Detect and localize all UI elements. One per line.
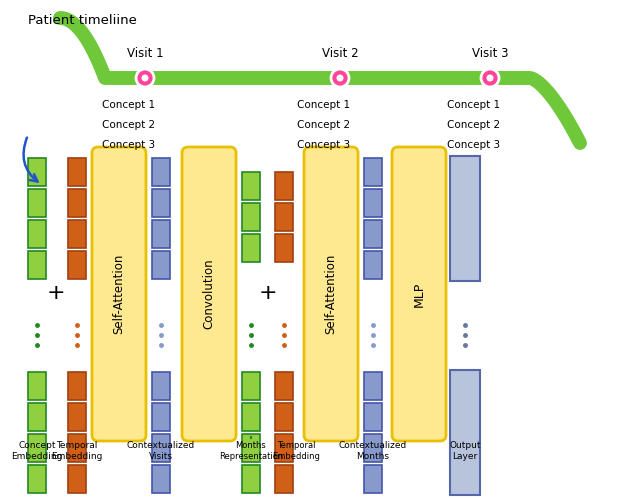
Text: MLP: MLP <box>413 281 426 306</box>
Bar <box>275 434 293 462</box>
Bar <box>68 220 86 248</box>
Bar <box>242 203 260 231</box>
Bar <box>152 403 170 431</box>
Text: Visit 1: Visit 1 <box>127 47 163 60</box>
Bar <box>68 158 86 186</box>
Text: Concept 3: Concept 3 <box>447 140 500 150</box>
Text: Self-Attention: Self-Attention <box>324 254 337 334</box>
Text: Temporal
Embedding: Temporal Embedding <box>51 441 102 461</box>
Bar <box>68 465 86 493</box>
Text: Concept 1: Concept 1 <box>102 100 156 110</box>
Circle shape <box>141 74 148 81</box>
Bar <box>275 465 293 493</box>
FancyBboxPatch shape <box>92 147 146 441</box>
Text: Months
Representation: Months Representation <box>219 441 283 461</box>
Text: +: + <box>47 283 65 303</box>
Bar <box>68 251 86 279</box>
Text: Visit 2: Visit 2 <box>322 47 358 60</box>
Bar <box>364 403 382 431</box>
Text: Output
Layer: Output Layer <box>449 441 481 461</box>
Circle shape <box>337 74 344 81</box>
FancyBboxPatch shape <box>450 370 480 495</box>
Bar <box>28 465 46 493</box>
Text: Concept 1: Concept 1 <box>447 100 500 110</box>
Text: Concept 3: Concept 3 <box>298 140 351 150</box>
Text: Convolution: Convolution <box>202 258 216 329</box>
Circle shape <box>136 69 154 87</box>
Circle shape <box>486 74 493 81</box>
Bar <box>152 372 170 400</box>
Bar <box>28 158 46 186</box>
Bar <box>152 434 170 462</box>
Circle shape <box>331 69 349 87</box>
Bar <box>28 372 46 400</box>
Text: Contextualized
Months: Contextualized Months <box>339 441 407 461</box>
Bar <box>364 220 382 248</box>
Text: Concept
Embedding: Concept Embedding <box>12 441 63 461</box>
Text: Visit 3: Visit 3 <box>472 47 508 60</box>
Bar <box>275 234 293 262</box>
FancyBboxPatch shape <box>182 147 236 441</box>
Text: Concept 1: Concept 1 <box>298 100 351 110</box>
Bar <box>152 158 170 186</box>
Bar <box>364 158 382 186</box>
Bar <box>242 434 260 462</box>
Bar <box>28 434 46 462</box>
FancyArrowPatch shape <box>24 138 38 182</box>
Bar <box>242 372 260 400</box>
Bar <box>68 189 86 217</box>
Bar <box>68 434 86 462</box>
Bar <box>364 189 382 217</box>
Text: Temporal
Embedding: Temporal Embedding <box>272 441 320 461</box>
Bar <box>28 189 46 217</box>
Bar <box>242 403 260 431</box>
Bar <box>68 372 86 400</box>
Bar <box>242 465 260 493</box>
Bar <box>242 172 260 200</box>
Bar <box>275 172 293 200</box>
Bar <box>364 465 382 493</box>
Bar <box>68 403 86 431</box>
Bar <box>152 220 170 248</box>
Text: Contextualized
Visits: Contextualized Visits <box>127 441 195 461</box>
Bar <box>152 251 170 279</box>
Text: Self-Attention: Self-Attention <box>113 254 125 334</box>
Bar <box>28 220 46 248</box>
Text: Concept 3: Concept 3 <box>102 140 156 150</box>
Text: Concept 2: Concept 2 <box>298 120 351 130</box>
Bar <box>364 434 382 462</box>
Bar <box>28 251 46 279</box>
Bar <box>152 189 170 217</box>
FancyBboxPatch shape <box>304 147 358 441</box>
Bar <box>275 372 293 400</box>
FancyBboxPatch shape <box>450 156 480 281</box>
Bar <box>364 372 382 400</box>
Bar <box>152 465 170 493</box>
Bar <box>275 403 293 431</box>
Bar <box>275 203 293 231</box>
Circle shape <box>481 69 499 87</box>
Text: +: + <box>259 283 277 303</box>
Text: Concept 2: Concept 2 <box>102 120 156 130</box>
Bar <box>242 234 260 262</box>
Bar <box>364 251 382 279</box>
Text: Concept 2: Concept 2 <box>447 120 500 130</box>
Text: Patient timeliine: Patient timeliine <box>28 14 137 27</box>
Bar <box>28 403 46 431</box>
FancyBboxPatch shape <box>392 147 446 441</box>
